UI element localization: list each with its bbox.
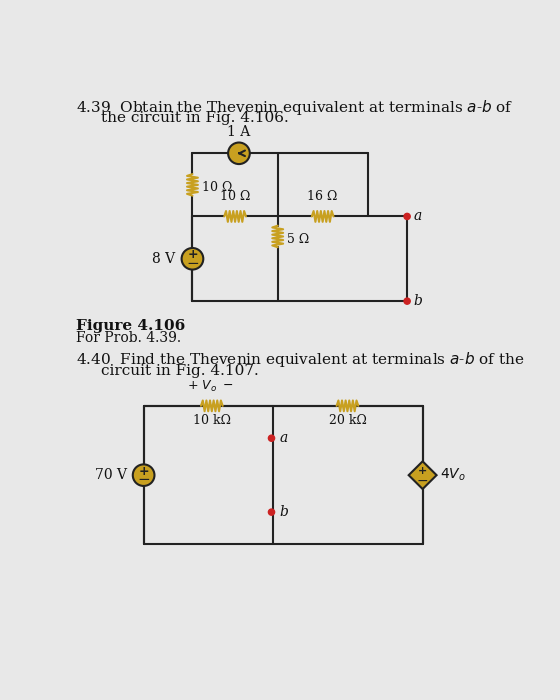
Circle shape [404,214,410,220]
Text: For Prob. 4.39.: For Prob. 4.39. [76,331,181,345]
Circle shape [181,248,203,270]
Polygon shape [409,461,437,489]
Text: the circuit in Fig. 4.106.: the circuit in Fig. 4.106. [101,111,289,125]
Text: Figure 4.106: Figure 4.106 [76,319,185,333]
Text: 5 Ω: 5 Ω [287,233,309,246]
Circle shape [404,298,410,304]
Text: 10 Ω: 10 Ω [202,181,232,195]
Text: 4.40  Find the Thevenin equivalent at terminals $a$-$b$ of the: 4.40 Find the Thevenin equivalent at ter… [76,351,525,370]
Text: −: − [417,473,428,487]
Circle shape [133,464,155,486]
Text: 20 kΩ: 20 kΩ [329,414,366,426]
Text: 70 V: 70 V [95,468,127,482]
Text: 10 Ω: 10 Ω [220,190,250,202]
Text: −: − [137,473,150,487]
Text: circuit in Fig. 4.107.: circuit in Fig. 4.107. [101,363,259,377]
Text: +: + [138,465,149,478]
Text: +: + [418,466,427,476]
Circle shape [268,435,274,441]
Text: 1 A: 1 A [227,125,250,139]
Text: −: − [186,256,199,271]
Text: b: b [413,294,422,308]
Text: 8 V: 8 V [152,252,175,266]
Text: +: + [187,248,198,261]
Circle shape [268,509,274,515]
Circle shape [228,143,250,164]
Text: b: b [279,505,288,519]
Text: a: a [413,209,422,223]
Text: 10 kΩ: 10 kΩ [193,414,231,426]
Text: $4V_o$: $4V_o$ [441,467,466,484]
Text: 4.39  Obtain the Thevenin equivalent at terminals $a$-$b$ of: 4.39 Obtain the Thevenin equivalent at t… [76,98,514,117]
Text: a: a [279,431,287,445]
Text: $+\ V_o\ -$: $+\ V_o\ -$ [187,379,234,393]
Text: 16 Ω: 16 Ω [307,190,338,202]
